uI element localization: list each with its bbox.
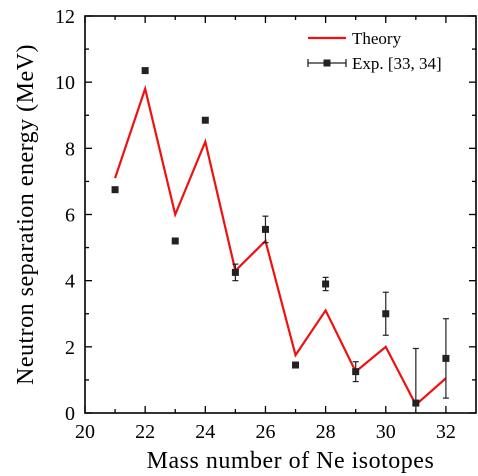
exp-point <box>141 67 149 75</box>
x-tick-label: 22 <box>135 421 155 443</box>
exp-point <box>261 225 269 233</box>
y-tick-label: 8 <box>65 138 75 160</box>
series-layer <box>111 67 450 413</box>
y-tick-label: 2 <box>65 337 75 359</box>
legend-exp-marker <box>323 59 331 67</box>
y-tick-label: 4 <box>65 271 75 293</box>
exp-point <box>352 368 360 376</box>
y-axis-label: Neutron separation energy (MeV) <box>13 44 39 385</box>
legend-exp-label: Exp. [33, 34] <box>352 54 442 73</box>
y-tick-label: 6 <box>65 205 75 227</box>
y-tick-label: 10 <box>55 72 75 94</box>
y-tick-label: 12 <box>55 6 75 28</box>
theory-line <box>114 84 447 407</box>
exp-point <box>111 186 119 194</box>
x-tick-label: 30 <box>376 421 396 443</box>
x-axis-label: Mass number of Ne isotopes <box>147 448 435 474</box>
x-tick-label: 26 <box>255 421 275 443</box>
x-axis-ticks: 20 22 24 26 28 30 32 <box>75 16 456 443</box>
plot-border <box>84 15 477 414</box>
exp-point <box>231 268 239 276</box>
x-tick-label: 32 <box>436 421 456 443</box>
x-tick-label: 24 <box>195 421 215 443</box>
exp-point <box>292 361 300 369</box>
legend-theory-label: Theory <box>352 29 402 48</box>
exp-point <box>412 399 420 407</box>
x-tick-label: 20 <box>75 421 95 443</box>
legend: Theory Exp. [33, 34] <box>307 29 442 73</box>
exp-point <box>201 116 209 124</box>
y-axis-ticks: 0 2 4 6 8 10 12 <box>55 6 476 425</box>
exp-point <box>382 310 390 318</box>
plot-frame <box>84 15 477 414</box>
exp-point <box>442 354 450 362</box>
y-tick-label: 0 <box>65 403 75 425</box>
x-tick-label: 28 <box>316 421 336 443</box>
exp-point <box>171 237 179 245</box>
exp-point <box>322 280 330 288</box>
